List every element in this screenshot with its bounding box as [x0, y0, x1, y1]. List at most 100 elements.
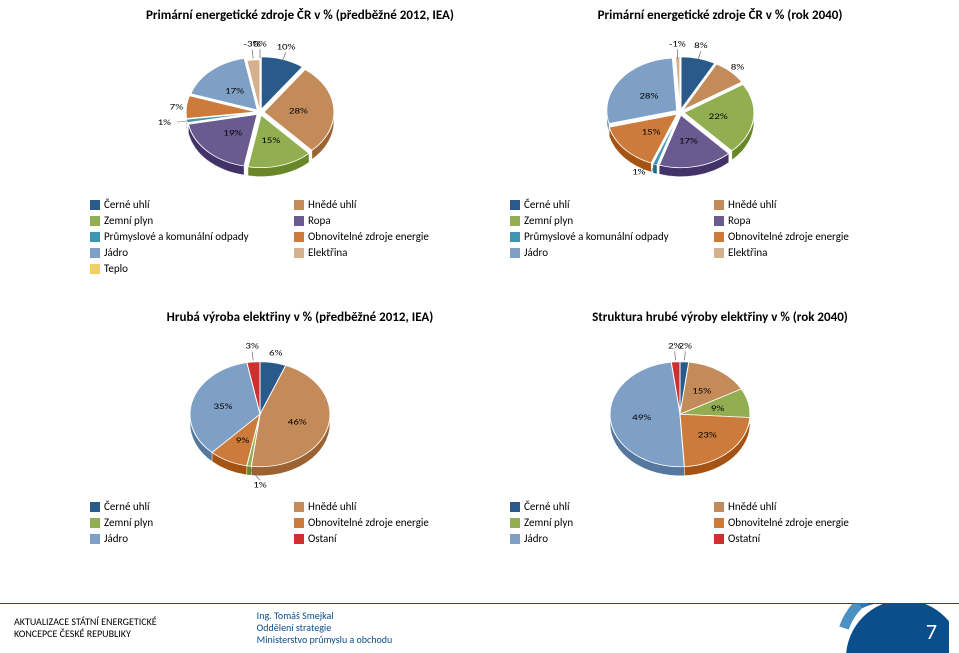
legend-label: Jádro [104, 246, 128, 259]
legend-label: Černé uhlí [524, 500, 570, 513]
slice-pct-label: 49% [632, 412, 651, 422]
legend-swatch [90, 232, 100, 242]
slice-pct-label: 23% [698, 430, 717, 440]
legend-label: Obnovitelné zdroje energie [308, 230, 429, 243]
chart-title: Hrubá výroba elektřiny v % (předběžné 20… [90, 310, 510, 325]
legend-swatch [90, 518, 100, 528]
slice-pct-label: 17% [679, 136, 698, 146]
legend-label: Ostaní [308, 532, 337, 545]
slice-pct-label: 8% [694, 41, 707, 51]
slice-pct-label: 3% [245, 341, 258, 351]
chart-title: Primární energetické zdroje ČR v % (rok … [510, 8, 930, 23]
slice-pct-label: 15% [261, 135, 280, 145]
legend-label: Hnědé uhlí [308, 500, 356, 513]
slice-pct-label: 9% [236, 435, 249, 445]
legend-label: Obnovitelné zdroje energie [728, 230, 849, 243]
pie-chart: 6%46%1%9%35%3% [90, 325, 510, 495]
legend-label: Zemní plyn [524, 214, 573, 227]
slice-pct-label: 6% [269, 348, 282, 358]
slice-pct-label: 17% [225, 86, 244, 96]
legend-label: Jádro [104, 532, 128, 545]
slice-pct-label: 8% [731, 62, 744, 72]
legend-swatch [714, 534, 724, 544]
legend-item: Ropa [714, 214, 910, 227]
legend-label: Ropa [728, 214, 751, 227]
legend: Černé uhlíHnědé uhlíZemní plynRopaPrůmys… [90, 198, 490, 275]
legend-swatch [714, 232, 724, 242]
chart-bottom-left: Hrubá výroba elektřiny v % (předběžné 20… [90, 310, 510, 600]
legend-label: Hnědé uhlí [308, 198, 356, 211]
slice-pct-label: 9% [711, 403, 724, 413]
page-number: 7 [926, 618, 937, 645]
legend-swatch [90, 264, 100, 274]
legend-item: Černé uhlí [510, 198, 706, 211]
legend-item: Teplo [90, 262, 286, 275]
pie-chart: 10%28%15%19%1%7%17%-3%0% [90, 23, 510, 193]
legend-label: Hnědé uhlí [728, 198, 776, 211]
pie-chart: 8%8%22%17%1%15%28%-1% [510, 23, 930, 193]
slice-pct-label: 1% [632, 167, 645, 177]
legend-item: Průmyslové a komunální odpady [90, 230, 286, 243]
chart-bottom-right: Struktura hrubé výroby elektřiny v % (ro… [510, 310, 930, 600]
legend-item: Hnědé uhlí [294, 500, 490, 513]
legend-swatch [510, 232, 520, 242]
legend-swatch [510, 200, 520, 210]
chart-top-left: Primární energetické zdroje ČR v % (před… [90, 8, 510, 308]
legend-swatch [294, 216, 304, 226]
legend-label: Obnovitelné zdroje energie [728, 516, 849, 529]
legend-swatch [510, 534, 520, 544]
legend-swatch [714, 518, 724, 528]
slice-pct-label: 22% [709, 111, 728, 121]
legend-label: Ostatní [728, 532, 760, 545]
legend-item: Obnovitelné zdroje energie [294, 230, 490, 243]
legend-item: Ostaní [294, 532, 490, 545]
legend-swatch [90, 248, 100, 258]
chart-title: Primární energetické zdroje ČR v % (před… [90, 8, 510, 23]
legend-swatch [294, 502, 304, 512]
legend: Černé uhlí Hnědé uhlí Zemní plyn Obnoviteln… [90, 500, 490, 545]
legend-item: Hnědé uhlí [714, 198, 910, 211]
slice-pct-label: 19% [223, 128, 242, 138]
legend-item: Jádro [510, 532, 706, 545]
legend-item: Černé uhlí [90, 198, 286, 211]
legend-swatch [510, 248, 520, 258]
legend-item: Jádro [510, 246, 706, 259]
legend-item: Černé uhlí [90, 500, 286, 513]
legend-label: Elektřina [728, 246, 767, 259]
legend: Černé uhlíHnědé uhlíZemní plynRopaPrůmys… [510, 198, 910, 259]
legend-label: Černé uhlí [104, 198, 150, 211]
legend-item: Ropa [294, 214, 490, 227]
legend-swatch [294, 518, 304, 528]
legend-item: Jádro [90, 532, 286, 545]
legend-label: Jádro [524, 532, 548, 545]
legend-label: Černé uhlí [104, 500, 150, 513]
slice-pct-label: 35% [214, 402, 233, 412]
slice-pct-label: 28% [639, 91, 658, 101]
slice-pct-label: 15% [692, 386, 711, 396]
footer-left-text: AKTUALIZACE STÁTNÍ ENERGETICKÉ KONCEPCE … [14, 616, 157, 640]
slice-pct-label: 46% [288, 417, 307, 427]
legend-item: Zemní plyn [510, 214, 706, 227]
slice-pct-label: 1% [158, 117, 171, 127]
legend-item: Ostatní [714, 532, 910, 545]
legend-item: Elektřina [294, 246, 490, 259]
chart-title: Struktura hrubé výroby elektřiny v % (ro… [510, 310, 930, 325]
legend-swatch [90, 216, 100, 226]
legend-swatch [294, 232, 304, 242]
legend-swatch [90, 534, 100, 544]
legend-item: Hnědé uhlí [714, 500, 910, 513]
legend-item: Černé uhlí [510, 500, 706, 513]
legend-swatch [510, 518, 520, 528]
legend-swatch [714, 502, 724, 512]
legend-item: Jádro [90, 246, 286, 259]
legend-label: Obnovitelné zdroje energie [308, 516, 429, 529]
legend-item: Obnovitelné zdroje energie [294, 516, 490, 529]
legend-swatch [714, 216, 724, 226]
legend-label: Hnědé uhlí [728, 500, 776, 513]
legend-label: Zemní plyn [104, 516, 153, 529]
legend-swatch [510, 502, 520, 512]
slice-pct-label: 28% [289, 106, 308, 116]
legend-swatch [714, 200, 724, 210]
legend-item: Obnovitelné zdroje energie [714, 230, 910, 243]
legend-swatch [90, 502, 100, 512]
